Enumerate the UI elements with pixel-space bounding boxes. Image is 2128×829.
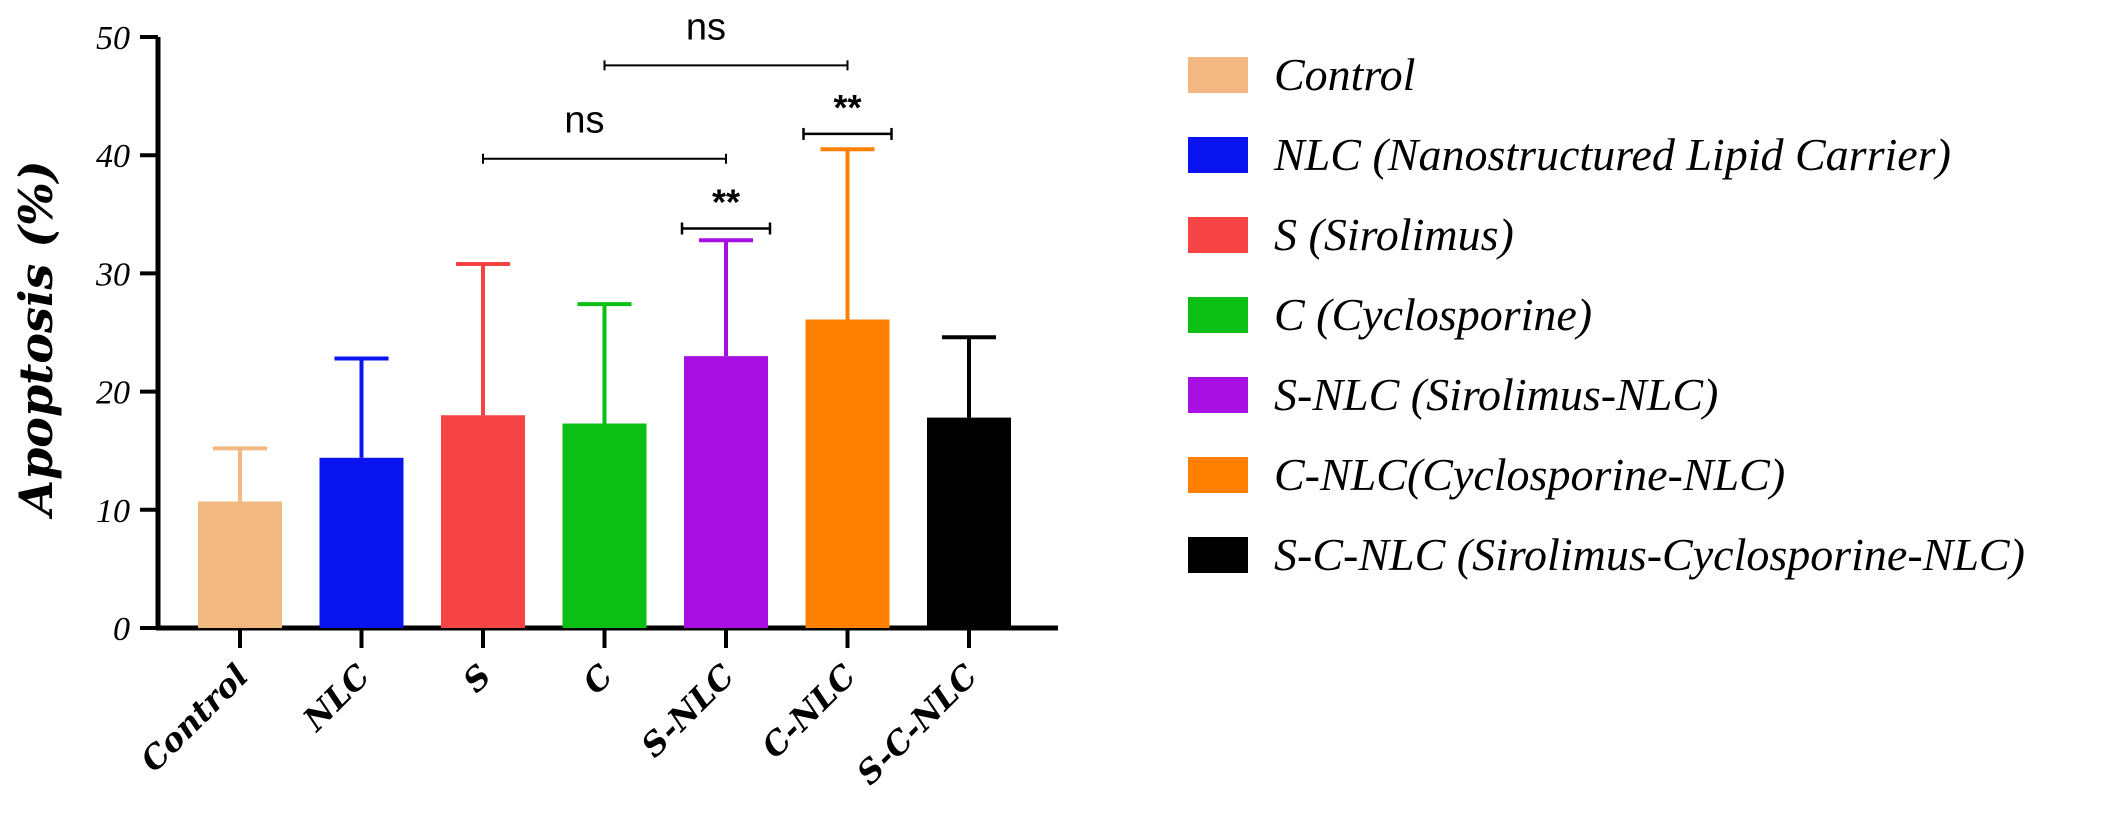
significance-label: ** [712, 181, 740, 222]
y-tick-label: 50 [96, 20, 130, 57]
legend-entry: S-NLC (Sirolimus-NLC) [1274, 369, 1718, 420]
legend-swatch [1188, 457, 1248, 493]
legend-entry: NLC (Nanostructured Lipid Carrier) [1273, 129, 1951, 180]
x-tick-label: Control [133, 657, 255, 779]
legend-swatch [1188, 377, 1248, 413]
y-tick-label: 40 [96, 138, 130, 175]
legend-entry: C-NLC(Cyclosporine-NLC) [1274, 449, 1785, 500]
x-tick-label: S [455, 657, 498, 700]
bar [805, 319, 890, 628]
y-axis-label: Apoptosis (%) [9, 160, 63, 519]
legend-entry: S-C-NLC (Sirolimus-Cyclosporine-NLC) [1274, 529, 2025, 580]
bar [562, 423, 647, 628]
y-tick-label: 30 [95, 256, 130, 293]
x-tick-label: S-NLC [634, 656, 742, 764]
legend-swatch [1188, 537, 1248, 573]
legend-swatch [1188, 217, 1248, 253]
x-tick-label: NLC [295, 656, 378, 739]
legend-entry: Control [1274, 49, 1415, 100]
x-tick-label: S-C-NLC [849, 656, 985, 792]
y-tick-label: 10 [96, 493, 130, 530]
significance-label: ** [833, 87, 861, 128]
y-tick-label: 0 [113, 611, 130, 648]
x-tick-label: C-NLC [754, 656, 863, 765]
legend-swatch [1188, 137, 1248, 173]
legend-entry: C (Cyclosporine) [1274, 289, 1592, 340]
x-tick-label: C [575, 656, 620, 701]
bar [927, 417, 1011, 628]
bar [441, 415, 525, 628]
legend: Control NLC (Nanostructured Lipid Carrier… [1188, 49, 2025, 580]
legend-swatch [1188, 297, 1248, 333]
legend-entry: S (Sirolimus) [1274, 209, 1514, 260]
bar [319, 457, 404, 628]
legend-swatch [1188, 57, 1248, 93]
plot-area: 0 10 20 30 40 50 Control NLC S C S-NLC C-NLCS-C-NLC… [95, 6, 1058, 792]
significance-label: ns [564, 100, 604, 142]
bar [684, 356, 768, 628]
y-tick-label: 20 [96, 375, 130, 412]
significance-label: ns [686, 6, 726, 48]
bar [198, 501, 282, 628]
